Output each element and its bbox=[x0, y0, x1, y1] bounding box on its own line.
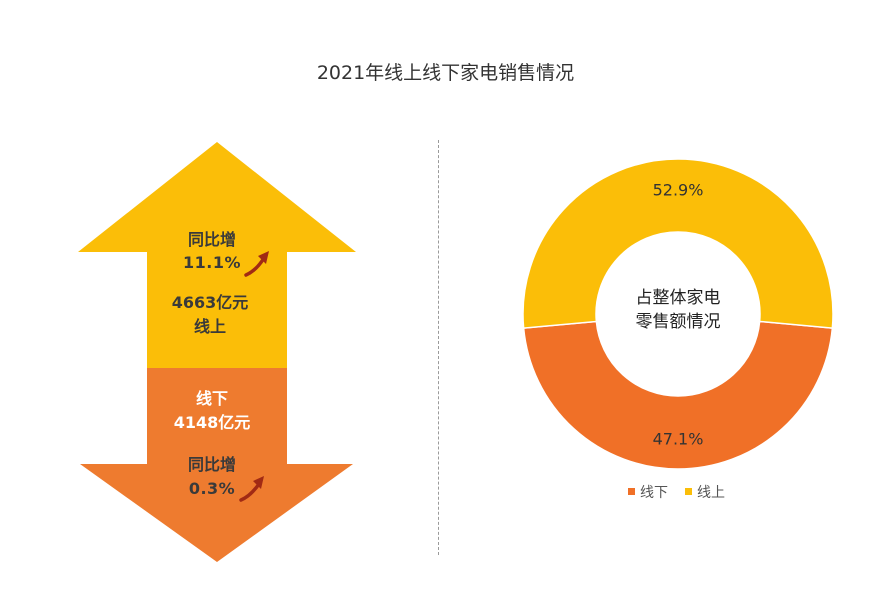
up-amount: 4663亿元 bbox=[172, 293, 249, 312]
down-amount: 4148亿元 bbox=[174, 413, 251, 432]
legend-label-online: 线上 bbox=[697, 485, 725, 501]
up-arrow-online bbox=[78, 142, 356, 368]
donut-center-label-line1: 占整体家电 bbox=[636, 288, 721, 308]
up-channel: 线上 bbox=[194, 317, 226, 336]
down-growth-value: 0.3% bbox=[189, 479, 235, 498]
up-trend-arrow-icon bbox=[244, 251, 269, 277]
legend: 线下 线上 bbox=[628, 485, 725, 501]
legend-swatch-offline bbox=[628, 488, 635, 495]
donut-chart: 47.1% 52.9% bbox=[522, 158, 834, 470]
down-channel: 线下 bbox=[196, 389, 228, 408]
legend-label-offline: 线下 bbox=[640, 485, 668, 501]
down-growth-label: 同比增 bbox=[188, 455, 236, 474]
dashed-divider bbox=[438, 140, 439, 555]
legend-swatch-online bbox=[685, 488, 692, 495]
up-growth-value: 11.1% bbox=[183, 253, 241, 272]
donut-data-label-offline: 47.1% bbox=[653, 430, 704, 449]
donut-data-label-online: 52.9% bbox=[653, 181, 704, 200]
chart-title: 2021年线上线下家电销售情况 bbox=[316, 62, 575, 84]
down-arrow-offline bbox=[80, 368, 353, 562]
up-growth-label: 同比增 bbox=[188, 230, 236, 249]
down-trend-arrow-icon bbox=[239, 476, 264, 502]
donut-slice-offline bbox=[522, 320, 834, 470]
donut-center-label-line2: 零售额情况 bbox=[636, 312, 721, 332]
donut-slice-online bbox=[522, 158, 834, 329]
